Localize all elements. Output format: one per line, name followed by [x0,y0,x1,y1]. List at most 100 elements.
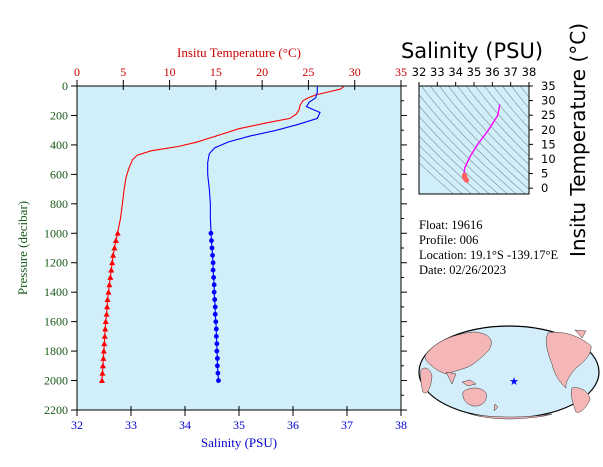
salinity-marker [215,363,220,369]
ts-y-tick-label: 0 [541,181,548,195]
salinity-marker [212,311,218,317]
density-isoline [493,86,529,129]
temperature-marker [102,325,109,332]
temperature-marker [101,340,108,347]
salinity-tick-label: 35 [233,418,245,432]
temperature-tick-label: 30 [349,65,361,79]
ts-x-tick-label: 32 [412,65,427,79]
map-land-greenland [574,329,587,339]
salinity-marker [212,297,218,302]
salinity-marker [215,356,220,361]
pressure-tick-label: 400 [50,138,68,152]
density-isoline [439,86,529,182]
density-isoline [419,94,517,194]
location: Location: 19.1°S -139.17°E [419,248,559,262]
temperature-marker [109,259,116,266]
ts-y-tick-label: 10 [541,152,556,166]
salinity-marker [209,238,214,244]
date: Date: 02/26/2023 [419,263,506,277]
density-isoline [502,86,529,119]
salinity-marker [211,275,217,280]
temperature-marker [114,230,121,236]
temperature-marker [108,266,115,273]
salinity-marker [211,289,217,295]
ts-x-tick-label: 36 [485,65,500,79]
map-land-australia [462,387,487,407]
pressure-tick-label: 800 [50,197,68,211]
pressure-tick-label: 1200 [44,256,68,270]
temperature-tick-label: 15 [210,65,222,79]
salinity-marker [216,378,221,383]
temperature-marker [105,288,112,295]
salinity-marker [213,326,219,332]
temperature-tick-label: 20 [256,65,268,79]
profile-axes: 0 5 10 15 20 25 30 35 32 33 34 35 36 37 38 0 200 400 600 80… [44,65,407,432]
density-isoline [419,162,454,194]
pressure-tick-label: 200 [50,108,68,122]
salinity-tick-label: 38 [395,418,407,432]
map-land-africa [420,367,433,394]
world-map: ★ [418,325,600,420]
pressure-tick-label: 600 [50,167,68,181]
ts-y-tick-label: 25 [541,108,556,122]
ts-x-tick-label: 34 [448,65,463,79]
ts-series [461,104,501,183]
salinity-axis-label: Salinity (PSU) [201,435,277,450]
salinity-line [207,86,321,381]
ts-y-tick-label: 35 [541,79,556,93]
salinity-marker [209,245,215,251]
temperature-marker [98,377,105,383]
ts-deep-cluster [461,172,470,183]
density-isoline [484,86,529,139]
salinity-marker [215,370,221,376]
ts-title: Salinity (PSU) [401,39,543,63]
profile-plot: 0 5 10 15 20 25 30 35 32 33 34 35 36 37 38 0 200 400 600 80… [15,45,407,450]
salinity-marker [212,304,218,310]
salinity-marker [210,252,215,258]
float-id: Float: 19616 [419,218,483,232]
salinity-tick-label: 36 [287,418,299,432]
ts-y-tick-label: 5 [541,167,548,181]
density-contours [419,80,603,204]
density-isoline [475,86,529,148]
float-info: Float: 19616 Profile: 006 Location: 19.1… [419,218,559,277]
pressure-tick-label: 1000 [44,226,68,240]
temperature-marker [106,281,113,288]
pressure-tick-label: 1400 [44,285,68,299]
ts-ylabel: Insitu Temperature (°C) [566,23,590,257]
temperature-marker [112,237,119,244]
salinity-marker [214,341,220,347]
temperature-marker [100,347,107,354]
density-isoline [457,86,529,166]
temperature-marker [110,252,117,258]
temperature-marker [104,296,111,302]
salinity-tick-label: 34 [179,418,191,432]
density-isoline [419,105,508,194]
temperature-marker [99,369,106,376]
profile-series [98,86,344,383]
salinity-tick-label: 32 [71,418,83,432]
map-land-indonesia [461,379,477,387]
pressure-axis-label: Pressure (decibar) [15,201,30,295]
salinity-marker [210,267,216,273]
temperature-marker [111,244,118,251]
pressure-tick-label: 1800 [44,344,68,358]
pressure-tick-label: 1600 [44,315,68,329]
temperature-marker [107,274,114,280]
pressure-tick-label: 2200 [44,403,68,417]
map-land-north-america [546,332,592,389]
density-isoline [430,86,529,190]
temperature-marker [102,318,109,325]
temperature-marker [99,362,106,369]
density-isoline [419,115,499,194]
salinity-marker [213,319,219,325]
density-isoline [525,80,603,204]
temperature-tick-label: 35 [395,65,407,79]
density-isoline [421,86,526,194]
salinity-tick-label: 33 [125,418,137,432]
ts-y-tick-label: 20 [541,123,556,137]
ts-x-tick-label: 38 [522,65,537,79]
ts-background [419,86,529,194]
density-isoline [511,86,529,109]
float-location-star-icon: ★ [509,375,519,388]
